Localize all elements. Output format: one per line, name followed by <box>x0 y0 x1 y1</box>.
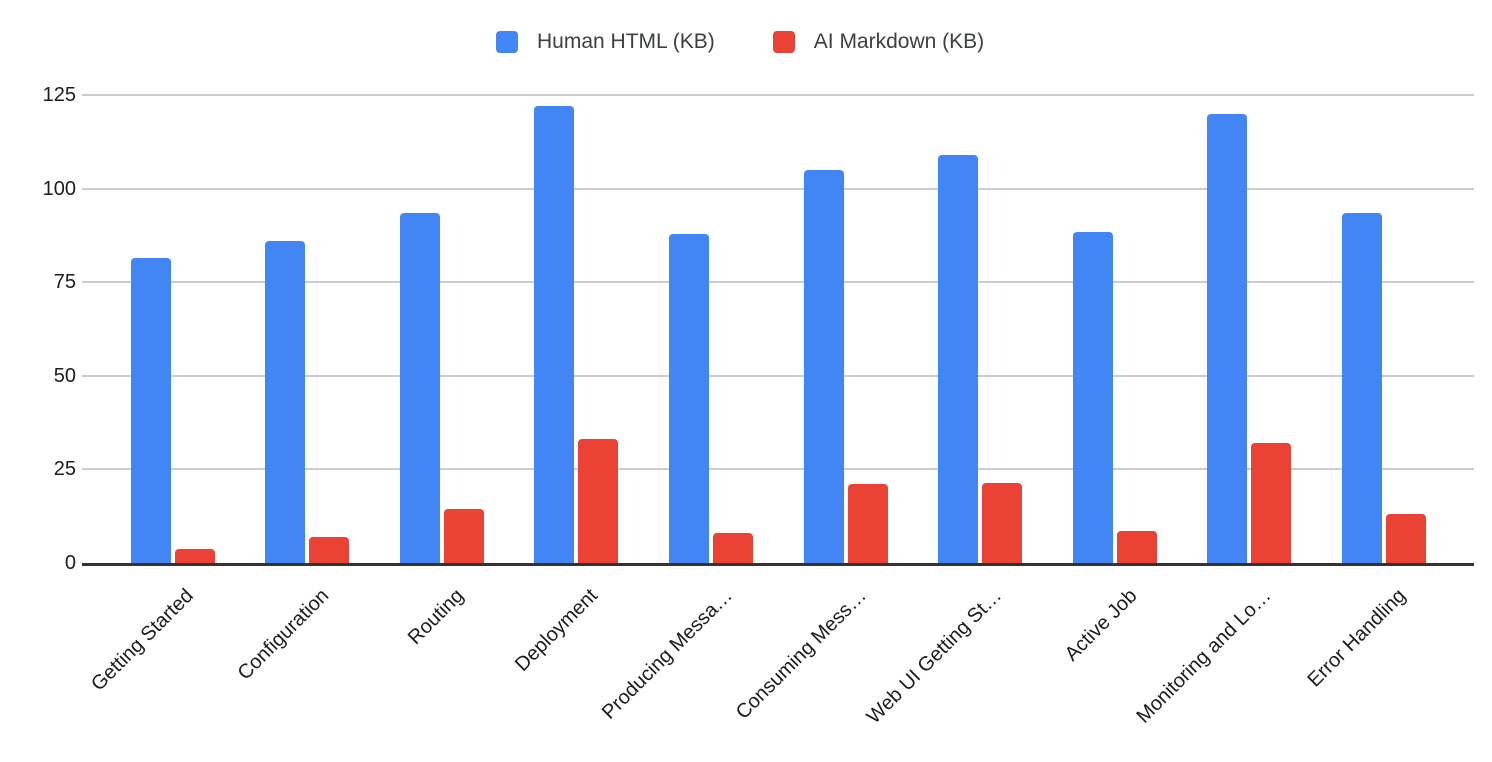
x-axis-label-7: Web UI Getting St… <box>862 584 1007 729</box>
legend-swatch-ai-markdown-icon <box>772 31 795 53</box>
bar-ai-markdown-8[interactable] <box>1117 531 1157 563</box>
bar-ai-markdown-9[interactable] <box>1251 443 1291 563</box>
bar-human-html-10[interactable] <box>1342 213 1382 563</box>
bar-ai-markdown-5[interactable] <box>713 533 753 563</box>
bar-human-html-1[interactable] <box>131 258 171 563</box>
x-axis-label-6: Consuming Mess… <box>732 584 872 724</box>
x-axis-label-3: Routing <box>403 584 469 650</box>
legend-item-human-html[interactable]: Human HTML (KB) <box>496 30 715 54</box>
y-axis-tick-label: 125 <box>42 84 76 106</box>
bar-human-html-6[interactable] <box>804 170 844 563</box>
legend-swatch-human-html-icon <box>496 31 518 53</box>
y-axis-tick-label: 50 <box>53 365 76 387</box>
gridline-y-25 <box>82 468 1474 470</box>
bar-ai-markdown-6[interactable] <box>848 484 888 563</box>
bar-ai-markdown-2[interactable] <box>309 537 349 563</box>
bar-human-html-9[interactable] <box>1207 114 1247 563</box>
x-axis-label-2: Configuration <box>233 584 334 685</box>
legend-item-ai-markdown[interactable]: AI Markdown (KB) <box>772 30 985 54</box>
x-axis-label-5: Producing Messa… <box>598 584 738 724</box>
bar-ai-markdown-4[interactable] <box>578 439 618 563</box>
gridline-y-75 <box>82 281 1474 283</box>
bar-human-html-5[interactable] <box>669 234 709 563</box>
legend-label-human-html: Human HTML (KB) <box>537 30 715 53</box>
bar-human-html-3[interactable] <box>400 213 440 563</box>
bar-ai-markdown-1[interactable] <box>175 549 215 563</box>
x-axis-line <box>82 563 1474 566</box>
bar-ai-markdown-3[interactable] <box>444 509 484 563</box>
legend: Human HTML (KB) AI Markdown (KB) <box>496 30 984 54</box>
bar-ai-markdown-7[interactable] <box>982 483 1022 563</box>
bar-human-html-4[interactable] <box>534 106 574 563</box>
y-axis-tick-label: 100 <box>42 178 76 200</box>
x-axis-label-8: Active Job <box>1060 584 1142 666</box>
gridline-y-100 <box>82 188 1474 190</box>
x-axis-label-1: Getting Started <box>87 584 199 696</box>
x-axis-label-10: Error Handling <box>1303 584 1411 692</box>
legend-label-ai-markdown: AI Markdown (KB) <box>813 30 985 53</box>
y-axis-tick-label: 25 <box>53 458 76 480</box>
gridline-y-125 <box>82 94 1474 96</box>
x-axis-label-9: Monitoring and Lo… <box>1132 584 1276 728</box>
bar-ai-markdown-10[interactable] <box>1386 514 1426 563</box>
bar-human-html-7[interactable] <box>938 155 978 563</box>
bar-human-html-2[interactable] <box>265 241 305 563</box>
bar-human-html-8[interactable] <box>1073 232 1113 563</box>
x-axis-label-4: Deployment <box>511 584 603 676</box>
y-axis-tick-label: 0 <box>64 552 76 574</box>
y-axis-tick-label: 75 <box>53 271 76 293</box>
gridline-y-50 <box>82 375 1474 377</box>
